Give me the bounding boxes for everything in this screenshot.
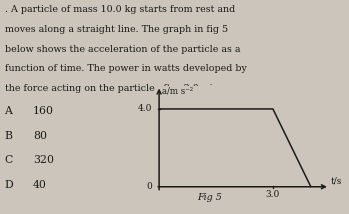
Text: 320: 320 [33,155,54,165]
Text: A: A [5,106,13,116]
Text: 3.0: 3.0 [266,190,280,199]
Text: a/m s⁻²: a/m s⁻² [162,87,193,96]
Text: 80: 80 [33,131,47,141]
Text: moves along a straight line. The graph in fig 5: moves along a straight line. The graph i… [5,25,228,34]
Text: B: B [5,131,13,141]
Text: . A particle of mass 10.0 kg starts from rest and: . A particle of mass 10.0 kg starts from… [5,5,235,14]
Text: www.me: www.me [242,124,316,146]
Text: t/s: t/s [331,176,342,185]
Text: 4.0: 4.0 [138,104,152,113]
Text: function of time. The power in watts developed by: function of time. The power in watts dev… [5,64,246,73]
Text: D: D [5,180,13,190]
Text: below shows the acceleration of the particle as a: below shows the acceleration of the part… [5,45,240,54]
Text: 40: 40 [33,180,47,190]
Text: the force acting on the particle after 2.0 s is:: the force acting on the particle after 2… [5,84,220,93]
Text: 160: 160 [33,106,54,116]
Text: Fig 5: Fig 5 [197,193,222,202]
Text: C: C [5,155,13,165]
Text: 0: 0 [147,182,152,191]
